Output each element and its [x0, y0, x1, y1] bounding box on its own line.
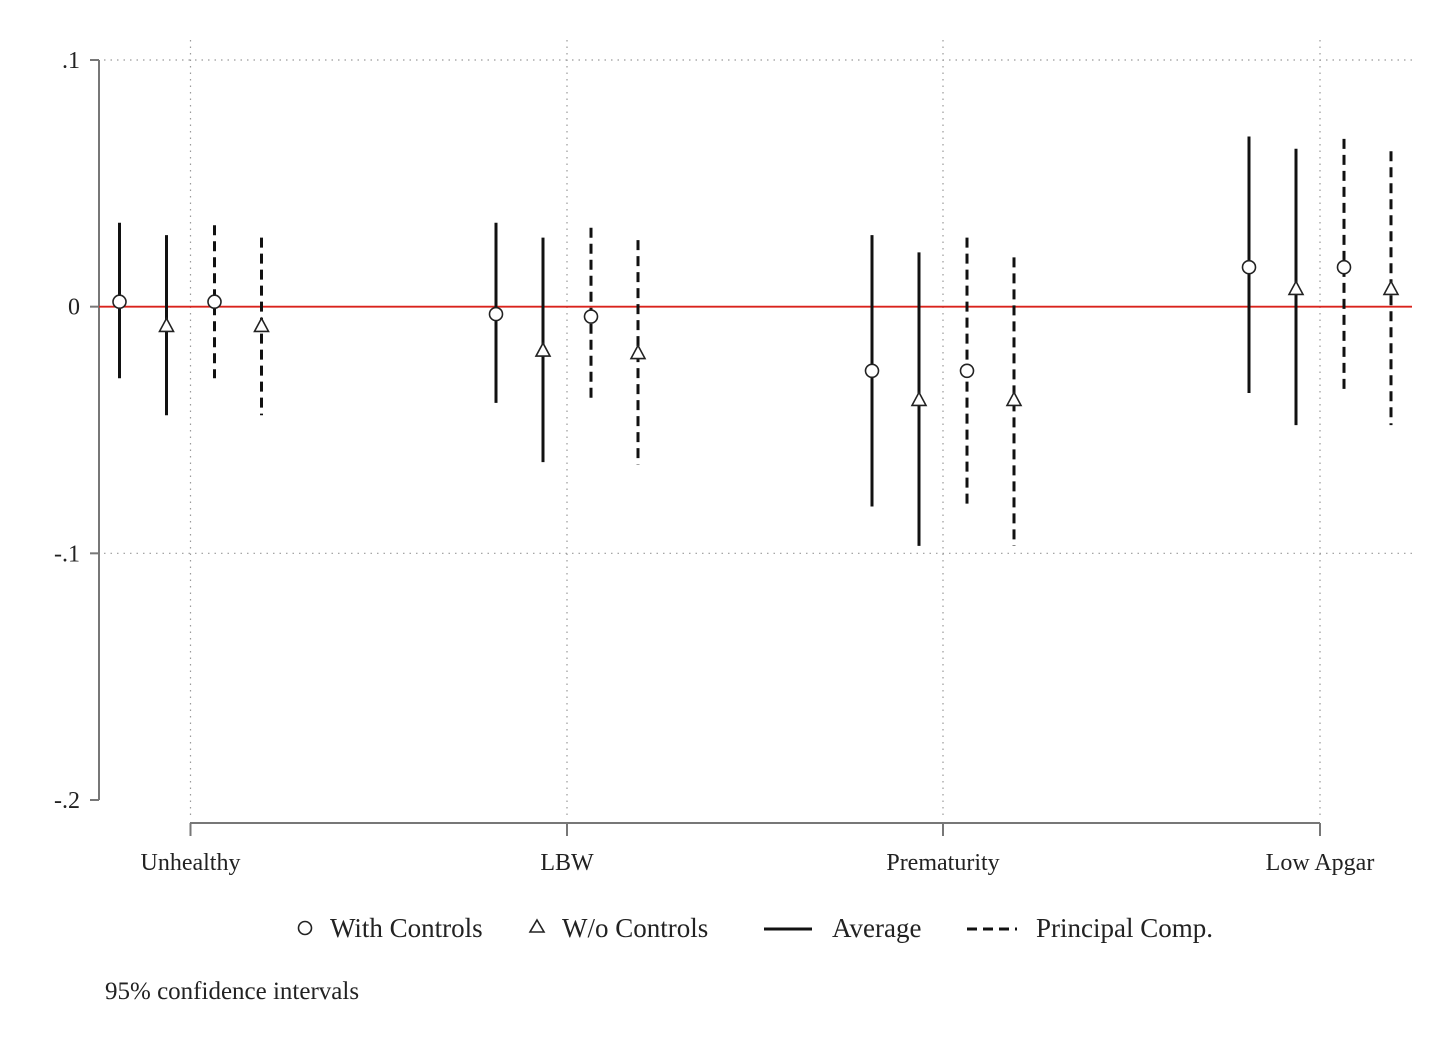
- x-tick-label: Low Apgar: [1266, 850, 1375, 876]
- point-estimate-circle: [1336, 259, 1352, 275]
- chart-note: 95% confidence intervals: [105, 978, 359, 1005]
- point-estimate-triangle: [1005, 390, 1023, 407]
- point-estimate-triangle: [629, 343, 647, 360]
- point-estimate-circle: [864, 363, 880, 379]
- x-ticks: Unhealthy LBW Prematurity Low Apgar: [141, 823, 1375, 876]
- legend-label-average: Average: [832, 913, 921, 943]
- point-estimate-circle: [488, 306, 504, 322]
- point-estimate-circle: [1241, 259, 1257, 275]
- legend-label-with-controls: With Controls: [330, 913, 483, 943]
- x-tick-label: Prematurity: [886, 850, 999, 876]
- point-estimate-triangle: [253, 316, 270, 333]
- point-estimate-triangle: [158, 316, 175, 333]
- y-tick-label: -.2: [54, 788, 80, 814]
- point-estimate-triangle: [534, 341, 552, 357]
- legend-circle-marker: [297, 920, 313, 936]
- point-estimate-triangle: [1382, 279, 1400, 296]
- y-tick-label: 0: [68, 295, 80, 321]
- y-tick-label: .1: [62, 48, 80, 74]
- point-estimate-triangle: [1287, 279, 1305, 296]
- point-estimate-circle: [959, 363, 975, 379]
- point-estimate-circle: [583, 309, 599, 324]
- ci-series: [112, 136, 1400, 546]
- legend-triangle-marker: [528, 918, 546, 933]
- legend-label-principal-comp: Principal Comp.: [1036, 913, 1213, 943]
- point-estimate-circle: [207, 294, 222, 310]
- x-tick-label: LBW: [540, 850, 594, 876]
- legend-label-without-controls: W/o Controls: [562, 913, 708, 943]
- point-estimate-triangle: [910, 390, 928, 407]
- point-estimate-circle: [112, 294, 127, 310]
- axes: [98, 60, 1320, 824]
- y-ticks: .1 0 -.1 -.2: [54, 48, 99, 814]
- y-tick-label: -.1: [54, 541, 80, 567]
- legend: With Controls W/o Controls Average Princ…: [297, 913, 1213, 943]
- x-tick-label: Unhealthy: [141, 850, 241, 876]
- gridlines: [104, 40, 1412, 815]
